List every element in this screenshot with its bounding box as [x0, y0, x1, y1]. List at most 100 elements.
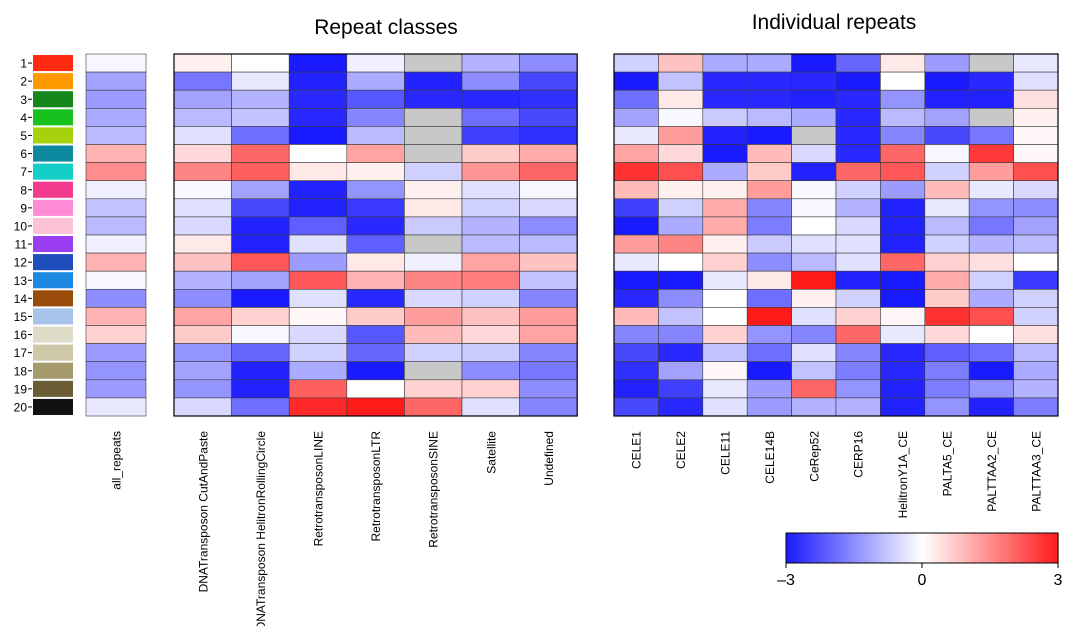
row-color-swatch [33, 181, 73, 198]
repeat-classes-cell [173, 89, 232, 109]
individual-repeats-cell [968, 270, 1014, 290]
repeat-classes-cell [173, 325, 232, 344]
individual-repeats-cell [746, 234, 792, 254]
individual-repeats-cell [1013, 180, 1059, 200]
legend-gradient-step [1037, 533, 1041, 563]
all-repeats-cell [85, 126, 147, 145]
legend-gradient-step [824, 533, 828, 563]
legend-gradient-step [829, 533, 832, 563]
individual-repeats-border [613, 53, 1059, 417]
repeat-classes-cell [173, 307, 232, 326]
individual-repeats-cell [968, 89, 1014, 109]
legend-gradient-step [854, 533, 857, 563]
individual-repeats-cell [746, 397, 792, 417]
row-color-swatch [33, 290, 73, 307]
repeat-classes-cell [404, 397, 463, 417]
legend-gradient-step [817, 533, 821, 563]
individual-repeats-cell [613, 288, 659, 308]
individual-repeats-cell [702, 126, 748, 145]
legend-gradient-step [992, 533, 996, 563]
legend-gradient-step [849, 533, 853, 563]
repeat-classes-cell [519, 361, 578, 381]
repeat-classes-cell [288, 325, 348, 344]
individual-repeats-cell [791, 343, 837, 363]
individual-repeats-cell [924, 343, 970, 363]
individual-repeats-cell [746, 144, 792, 163]
individual-repeats-cell [702, 397, 748, 417]
individual-repeats-cell [835, 361, 881, 381]
row-color-swatch [33, 217, 73, 234]
repeat-classes-cell [346, 162, 405, 182]
repeat-classes-cell [231, 252, 290, 272]
repeat-classes-cell [288, 343, 348, 363]
individual-repeats-cell [746, 216, 792, 236]
legend-gradient-step [919, 533, 923, 563]
legend-gradient-step [931, 533, 934, 563]
individual-repeats-cell [658, 198, 704, 218]
individual-repeats-cell [880, 288, 926, 308]
individual-repeats-cell [791, 71, 837, 91]
legend-gradient-step [878, 533, 882, 563]
individual-repeats-cell [1013, 288, 1059, 308]
repeat-classes-cell [288, 71, 348, 91]
individual-repeats-cell [924, 288, 970, 308]
legend-gradient-step [971, 533, 975, 563]
individual-repeats-cell [968, 307, 1014, 326]
individual-repeats-cell [613, 180, 659, 200]
row-color-swatch [33, 254, 73, 271]
row-color-swatch [33, 109, 73, 126]
repeat-classes-cell [231, 71, 290, 91]
individual-repeats-cell [880, 325, 926, 344]
all-repeats-cell [85, 397, 147, 417]
individual-repeats-cell [835, 270, 881, 290]
legend-gradient-step [969, 533, 973, 563]
legend-gradient-step [974, 533, 977, 563]
repeat-classes-cell [404, 180, 463, 200]
repeat-classes-cell [288, 234, 348, 254]
repeat-classes-cell [404, 252, 463, 272]
individual-repeats-cell [746, 108, 792, 127]
repeat-classes-cell [173, 234, 232, 254]
legend-gradient-step [940, 533, 943, 563]
legend-tick-label: 3 [1054, 572, 1063, 589]
legend-gradient-step [1005, 533, 1009, 563]
repeat-classes-cell [519, 270, 578, 290]
individual-repeats-cell [746, 307, 792, 326]
legend-gradient-step [976, 533, 980, 563]
individual-repeats-cell [1013, 89, 1059, 109]
column-label: CeRep52 [807, 431, 821, 482]
row-label: 9 [20, 201, 27, 215]
legend-gradient-step [999, 533, 1002, 563]
individual-repeats-cell [791, 325, 837, 344]
repeat-classes-cell [404, 361, 463, 381]
repeat-classes-cell [173, 343, 232, 363]
legend-gradient-step [1026, 533, 1030, 563]
individual-repeats-cell [1013, 216, 1059, 236]
legend-gradient-step [860, 533, 864, 563]
legend-gradient-step [915, 533, 919, 563]
repeat-classes-cell [346, 307, 405, 326]
row-color-swatch [33, 344, 73, 361]
legend-gradient-step [942, 533, 946, 563]
column-label: RetrotransposonLTR [369, 431, 383, 542]
repeat-classes-cell [288, 162, 348, 182]
individual-repeats-cell [746, 379, 792, 399]
individual-repeats-cell [658, 379, 704, 399]
individual-repeats-cell [658, 288, 704, 308]
repeat-classes-cell [173, 397, 232, 417]
individual-repeats-cell [968, 216, 1014, 236]
repeat-classes-cell [288, 379, 348, 399]
repeat-classes-cell [519, 252, 578, 272]
repeat-classes-cell [231, 108, 290, 127]
repeat-classes-cell [404, 288, 463, 308]
repeat-classes-cell [404, 144, 463, 163]
all-repeats-cell [85, 108, 147, 127]
repeat-classes-cell [346, 397, 405, 417]
repeat-classes-cell [231, 144, 290, 163]
individual-repeats-cell [1013, 270, 1059, 290]
individual-repeats-cell [924, 234, 970, 254]
legend-gradient-step [951, 533, 955, 563]
legend-gradient-step [851, 533, 855, 563]
individual-repeats-cell [835, 126, 881, 145]
legend-gradient-step [858, 533, 862, 563]
